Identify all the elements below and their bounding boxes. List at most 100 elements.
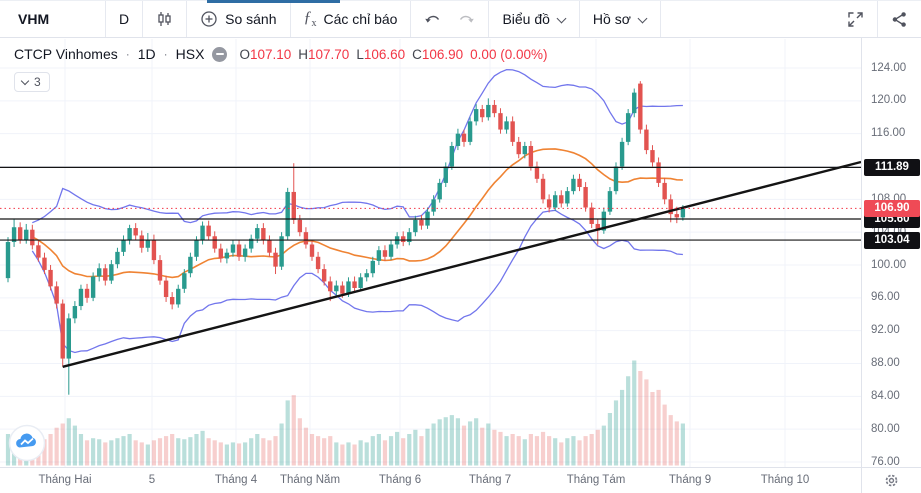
candle[interactable] xyxy=(510,121,515,142)
candle[interactable] xyxy=(595,223,600,231)
candle[interactable] xyxy=(473,109,479,122)
candle[interactable] xyxy=(103,268,108,281)
candle[interactable] xyxy=(413,219,418,233)
candle[interactable] xyxy=(297,219,303,233)
candle[interactable] xyxy=(273,252,278,267)
candle[interactable] xyxy=(309,244,315,257)
candle[interactable] xyxy=(249,238,254,249)
candle[interactable] xyxy=(644,129,649,151)
candle[interactable] xyxy=(242,248,248,257)
candle[interactable] xyxy=(60,303,65,359)
candle[interactable] xyxy=(540,178,546,200)
candle[interactable] xyxy=(236,244,242,257)
candle[interactable] xyxy=(346,281,351,294)
candle[interactable] xyxy=(522,145,527,155)
share-button[interactable] xyxy=(878,1,921,37)
candle[interactable] xyxy=(607,191,613,212)
candle[interactable] xyxy=(376,250,382,261)
candle[interactable] xyxy=(571,178,576,192)
candle[interactable] xyxy=(261,228,266,241)
candle[interactable] xyxy=(583,187,588,208)
candle[interactable] xyxy=(455,133,461,146)
candle[interactable] xyxy=(145,239,151,248)
candle[interactable] xyxy=(443,166,448,183)
hide-legend-button[interactable] xyxy=(212,46,228,62)
candle[interactable] xyxy=(619,141,625,167)
candle[interactable] xyxy=(17,227,23,240)
candle[interactable] xyxy=(546,199,552,208)
candle[interactable] xyxy=(662,182,667,200)
candle[interactable] xyxy=(334,285,339,292)
redo-button[interactable] xyxy=(455,1,488,37)
candle[interactable] xyxy=(84,288,90,298)
candle[interactable] xyxy=(206,225,211,237)
candle[interactable] xyxy=(565,191,570,204)
candle[interactable] xyxy=(267,240,272,253)
candle[interactable] xyxy=(169,297,175,305)
price-axis[interactable]: 124.00120.00116.00112.00108.00104.00100.… xyxy=(861,38,921,468)
candle[interactable] xyxy=(121,239,126,252)
candle[interactable] xyxy=(498,113,503,130)
candle[interactable] xyxy=(109,264,114,281)
interval-button[interactable]: D xyxy=(106,1,142,37)
candle[interactable] xyxy=(534,166,540,179)
candle[interactable] xyxy=(358,277,363,288)
candle[interactable] xyxy=(559,195,564,204)
candle[interactable] xyxy=(78,288,84,307)
undo-button[interactable] xyxy=(411,1,455,37)
time-axis[interactable]: Tháng Hai 5 Tháng 4 Tháng Năm Tháng 6 Tháng 7… xyxy=(0,467,861,493)
chart-style-button[interactable] xyxy=(143,1,186,37)
candle[interactable] xyxy=(48,269,53,287)
candle[interactable] xyxy=(486,104,491,118)
candle[interactable] xyxy=(577,178,582,188)
indicators-button[interactable]: ƒx Các chỉ báo xyxy=(291,1,411,37)
candle[interactable] xyxy=(328,281,333,292)
candle[interactable] xyxy=(24,229,29,240)
candle[interactable] xyxy=(5,242,11,279)
candle[interactable] xyxy=(163,280,169,298)
candle[interactable] xyxy=(601,211,607,231)
candle[interactable] xyxy=(72,306,78,319)
candle[interactable] xyxy=(200,225,205,241)
bollinger-lower-band[interactable] xyxy=(31,209,683,354)
candle[interactable] xyxy=(625,113,631,142)
candle[interactable] xyxy=(419,219,424,226)
candle[interactable] xyxy=(632,92,637,114)
trendline-drawing[interactable] xyxy=(62,160,862,368)
candle[interactable] xyxy=(255,228,260,239)
candle[interactable] xyxy=(382,250,388,257)
candle[interactable] xyxy=(674,214,679,218)
candle[interactable] xyxy=(449,145,455,167)
candle[interactable] xyxy=(340,285,345,294)
axis-settings-corner[interactable] xyxy=(861,467,921,493)
candle[interactable] xyxy=(315,256,321,270)
candle[interactable] xyxy=(461,133,467,142)
candle[interactable] xyxy=(668,199,673,215)
candle[interactable] xyxy=(504,121,509,130)
candle[interactable] xyxy=(90,276,96,298)
candle[interactable] xyxy=(285,191,290,237)
candle[interactable] xyxy=(182,273,187,289)
candle[interactable] xyxy=(638,83,643,130)
candle[interactable] xyxy=(480,109,485,118)
candle[interactable] xyxy=(388,244,394,257)
candle[interactable] xyxy=(97,268,102,277)
candle[interactable] xyxy=(589,207,594,224)
candle[interactable] xyxy=(650,150,655,163)
candle[interactable] xyxy=(133,228,138,236)
candle[interactable] xyxy=(467,121,473,142)
candle[interactable] xyxy=(492,104,497,114)
candle[interactable] xyxy=(30,229,35,246)
candle[interactable] xyxy=(127,228,132,240)
candle[interactable] xyxy=(212,236,217,249)
candle[interactable] xyxy=(11,227,17,243)
candle[interactable] xyxy=(613,166,619,192)
candle[interactable] xyxy=(656,162,661,183)
candle[interactable] xyxy=(230,244,236,253)
candle[interactable] xyxy=(66,318,71,359)
compare-button[interactable]: So sánh xyxy=(187,1,289,37)
bollinger-upper-band[interactable] xyxy=(32,68,683,224)
candle[interactable] xyxy=(157,260,163,281)
candle[interactable] xyxy=(528,145,534,167)
